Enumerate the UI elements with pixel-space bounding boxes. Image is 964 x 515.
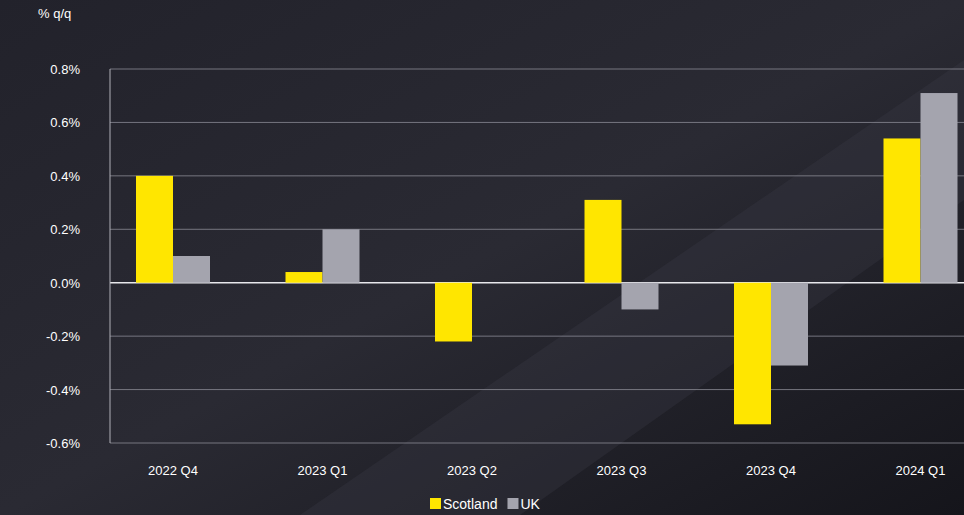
- x-tick-label: 2022 Q4: [148, 463, 198, 478]
- grid-line: [110, 175, 964, 176]
- y-tick-label: 0.2%: [50, 222, 80, 237]
- grid-line: [110, 69, 964, 70]
- y-axis-line: [110, 69, 111, 443]
- bar: [286, 272, 323, 283]
- legend-swatch: [430, 498, 441, 509]
- bar: [622, 283, 659, 310]
- bar: [585, 200, 622, 283]
- chart: % q/q -0.6% -0.4% -0.2% 0.0% 0.2% 0.4% 0.6% 0.8%…: [0, 0, 964, 515]
- bars: [136, 93, 958, 424]
- grid-line: [110, 443, 964, 444]
- y-tick-label: -0.6%: [46, 436, 80, 451]
- grid-line: [110, 389, 964, 390]
- bar: [771, 283, 808, 366]
- bar: [472, 282, 509, 283]
- y-tick-label: 0.8%: [50, 62, 80, 77]
- x-tick-label: 2023 Q2: [447, 463, 497, 478]
- grid-line: [110, 122, 964, 123]
- bar: [734, 283, 771, 425]
- x-tick-label: 2023 Q3: [597, 463, 647, 478]
- y-tick-label: -0.4%: [46, 383, 80, 398]
- y-axis-label: % q/q: [38, 6, 71, 21]
- y-tick-label: 0.4%: [50, 169, 80, 184]
- background: [0, 0, 964, 515]
- bar: [136, 176, 173, 283]
- legend-label: Scotland: [443, 496, 497, 512]
- bar: [323, 229, 360, 282]
- bar: [921, 93, 958, 283]
- grid-line: [110, 282, 964, 284]
- x-tick-label: 2023 Q1: [298, 463, 348, 478]
- legend-label: UK: [520, 496, 540, 512]
- grid-line: [110, 336, 964, 337]
- x-tick-label: 2024 Q1: [896, 463, 946, 478]
- x-tick-label: 2023 Q4: [746, 463, 796, 478]
- bar: [884, 138, 921, 282]
- bar: [173, 256, 210, 283]
- y-tick-label: -0.2%: [46, 329, 80, 344]
- bar: [435, 283, 472, 342]
- grid-line: [110, 229, 964, 230]
- legend-swatch: [507, 498, 518, 509]
- background-band: [300, 60, 964, 515]
- y-tick-label: 0.0%: [50, 276, 80, 291]
- y-tick-label: 0.6%: [50, 115, 80, 130]
